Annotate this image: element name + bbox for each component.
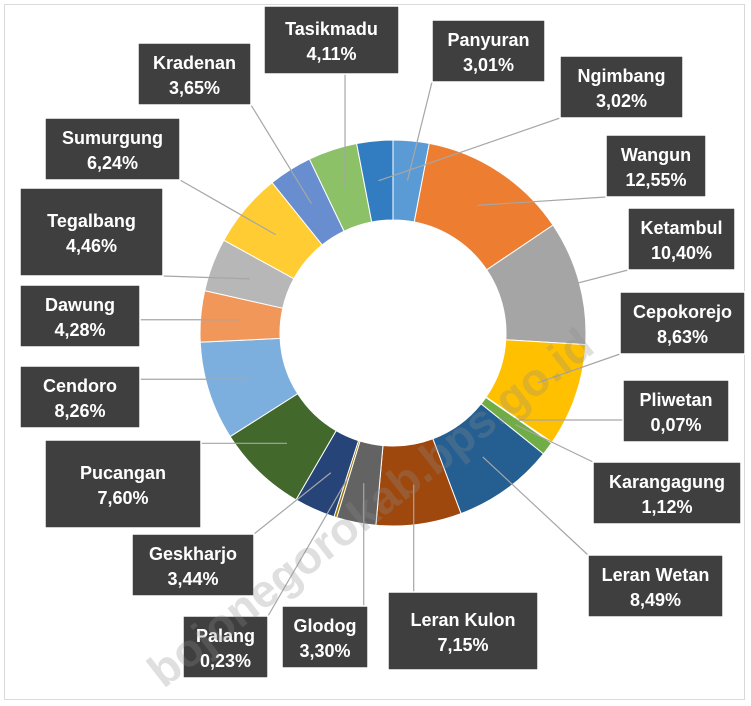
data-label-name: Panyuran: [447, 30, 529, 50]
data-label-value: 7,60%: [97, 488, 148, 508]
data-label: Karangagung 1,12%: [592, 461, 742, 525]
data-label-box: [19, 365, 141, 429]
data-label-value: 6,24%: [87, 153, 138, 173]
data-label-value: 10,40%: [651, 243, 712, 263]
data-label-box: [559, 55, 684, 119]
data-label-name: Ketambul: [640, 218, 722, 238]
data-label: Geskharjo 3,44%: [131, 533, 255, 597]
data-label: Tasikmadu 4,11%: [263, 5, 400, 75]
data-label: Palang 0,23%: [182, 615, 269, 679]
data-label: Ketambul 10,40%: [627, 207, 736, 271]
data-label-value: 3,01%: [463, 55, 514, 75]
data-label-name: Glodog: [294, 616, 357, 636]
data-label: Leran Wetan 8,49%: [587, 554, 724, 618]
leader-line: [482, 456, 589, 556]
data-label: Dawung 4,28%: [19, 284, 141, 348]
data-label-box: [19, 187, 164, 277]
data-label-name: Wangun: [621, 145, 691, 165]
data-label: Pucangan 7,60%: [44, 439, 202, 529]
data-label-name: Pucangan: [80, 463, 166, 483]
data-label-box: [627, 207, 736, 271]
data-label-box: [263, 5, 400, 75]
data-label-value: 3,02%: [596, 91, 647, 111]
data-label-box: [44, 439, 202, 529]
data-label-name: Leran Kulon: [410, 610, 515, 630]
data-label-box: [19, 284, 141, 348]
leader-line: [253, 472, 332, 535]
data-label-name: Cendoro: [43, 376, 117, 396]
data-label-name: Leran Wetan: [602, 565, 710, 585]
data-label-value: 8,49%: [630, 590, 681, 610]
data-label-value: 4,11%: [306, 44, 356, 64]
data-label: Cepokorejo 8,63%: [619, 291, 746, 355]
data-label-value: 8,26%: [54, 401, 105, 421]
data-label-box: [592, 461, 742, 525]
data-label: Kradenan 3,65%: [137, 42, 252, 106]
data-label-box: [587, 554, 724, 618]
data-label-name: Sumurgung: [62, 128, 163, 148]
data-label-value: 12,55%: [625, 170, 686, 190]
data-label-box: [131, 533, 255, 597]
leader-line: [162, 275, 250, 280]
leader-line: [540, 269, 629, 294]
leader-line: [250, 104, 312, 204]
data-label-name: Pliwetan: [639, 390, 712, 410]
data-label: Pliwetan 0,07%: [622, 379, 730, 443]
data-label-value: 3,44%: [167, 569, 218, 589]
data-label-box: [281, 605, 369, 669]
data-label-value: 4,46%: [66, 236, 117, 256]
data-label-name: Tegalbang: [47, 211, 136, 231]
data-label: Panyuran 3,01%: [431, 19, 546, 83]
leader-line: [378, 117, 561, 182]
leader-line: [179, 179, 277, 236]
data-label-value: 0,23%: [200, 651, 251, 671]
data-label-box: [137, 42, 252, 106]
data-label-box: [387, 591, 539, 671]
data-label: Leran Kulon 7,15%: [387, 591, 539, 671]
data-label-value: 3,30%: [299, 641, 350, 661]
data-label-box: [44, 117, 181, 181]
labels-layer: Panyuran 3,01% Wangun 12,55% Ketambul 10,40% C…: [19, 5, 746, 679]
leader-line: [406, 81, 433, 181]
data-label-name: Kradenan: [153, 53, 236, 73]
data-label-name: Tasikmadu: [285, 19, 378, 39]
data-label: Wangun 12,55%: [605, 134, 707, 198]
data-label-name: Geskharjo: [149, 544, 237, 564]
data-label-value: 7,15%: [437, 635, 488, 655]
data-label: Tegalbang 4,46%: [19, 187, 164, 277]
data-label-box: [182, 615, 269, 679]
data-label-box: [605, 134, 707, 198]
data-label-value: 0,07%: [650, 415, 701, 435]
data-label-box: [619, 291, 746, 355]
slice-ngimbang: [356, 139, 394, 223]
data-label: Glodog 3,30%: [281, 605, 369, 669]
data-label-name: Karangagung: [609, 472, 725, 492]
data-label: Cendoro 8,26%: [19, 365, 141, 429]
data-label-name: Palang: [196, 626, 255, 646]
data-label-name: Dawung: [45, 295, 115, 315]
leader-lines-layer: [140, 74, 629, 617]
data-label: Sumurgung 6,24%: [44, 117, 181, 181]
data-label-box: [431, 19, 546, 83]
leader-line: [267, 478, 348, 617]
data-label-name: Cepokorejo: [633, 302, 732, 322]
data-label-value: 8,63%: [657, 327, 708, 347]
data-label: Ngimbang 3,02%: [559, 55, 684, 119]
data-label-value: 1,12%: [641, 497, 692, 517]
data-label-value: 3,65%: [169, 78, 220, 98]
data-label-box: [622, 379, 730, 443]
data-label-name: Ngimbang: [578, 66, 666, 86]
leader-line: [515, 424, 594, 463]
leader-line: [477, 196, 607, 206]
data-label-value: 4,28%: [54, 320, 105, 340]
leader-line: [537, 353, 621, 384]
